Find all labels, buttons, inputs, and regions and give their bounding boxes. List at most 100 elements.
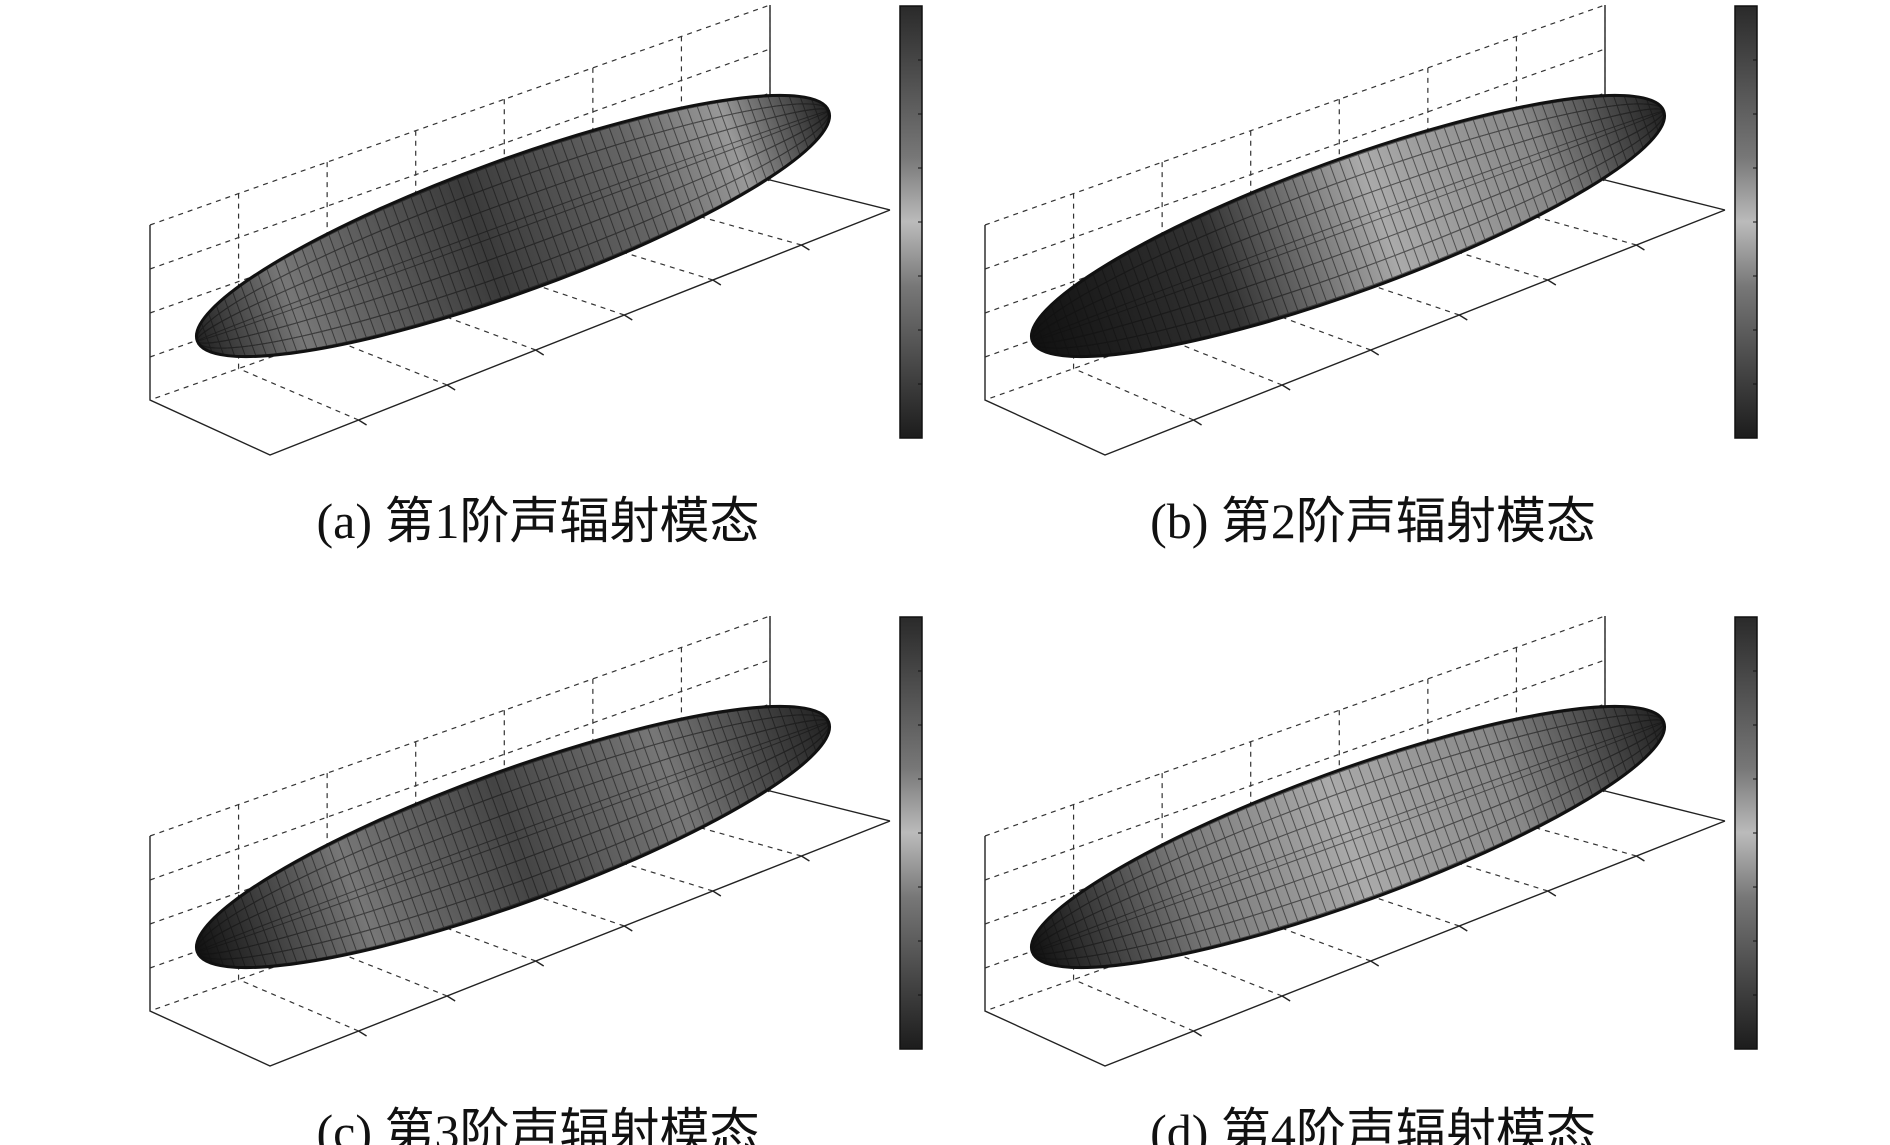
mesh-line — [398, 192, 448, 325]
caption: (b) 第2阶声辐射模态 — [1150, 493, 1596, 549]
tick — [1281, 995, 1291, 1002]
mesh-line — [1280, 175, 1330, 308]
mesh-line — [1346, 762, 1395, 895]
mesh-line — [313, 223, 363, 356]
mesh-line — [652, 100, 701, 233]
mesh-line — [576, 127, 626, 260]
mesh-line — [454, 172, 504, 305]
mesh-line — [1242, 800, 1292, 933]
tick — [801, 855, 810, 862]
mesh-line — [1223, 807, 1273, 940]
mesh-line — [1167, 827, 1217, 960]
tick — [446, 995, 456, 1002]
grid-line — [1339, 884, 1460, 927]
mesh-line — [1383, 138, 1433, 271]
mesh-line — [661, 97, 711, 230]
mesh-line — [276, 848, 326, 981]
tick — [712, 279, 722, 286]
mesh-line — [1148, 834, 1198, 967]
mesh-line — [1148, 223, 1198, 356]
mesh-line — [661, 708, 711, 841]
mesh-line — [398, 803, 448, 936]
mesh-line — [1186, 209, 1236, 342]
caption: (d) 第4阶声辐射模态 — [1150, 1104, 1596, 1145]
mesh-line — [501, 766, 551, 899]
mesh-line — [539, 141, 589, 274]
mesh-line — [370, 203, 420, 336]
mesh-line — [699, 83, 748, 216]
mesh-line — [464, 779, 513, 912]
mesh-line — [370, 814, 420, 947]
mesh-line — [1242, 189, 1292, 322]
mesh-line — [642, 714, 692, 847]
tick — [1193, 419, 1202, 426]
mesh-line — [623, 721, 673, 854]
mesh-line — [511, 762, 560, 895]
mesh-line — [341, 824, 391, 957]
mesh-line — [304, 838, 354, 970]
mesh-line — [1524, 697, 1574, 830]
mesh-line — [360, 206, 410, 339]
mesh-line — [482, 162, 532, 295]
mesh-line — [1364, 756, 1414, 888]
mesh-line — [558, 134, 607, 267]
mesh-line — [1430, 121, 1480, 253]
tick — [1370, 349, 1380, 356]
mesh-line — [1421, 735, 1471, 868]
ellipsoid — [174, 49, 852, 403]
grid-line — [1073, 979, 1194, 1032]
mesh-line — [558, 745, 607, 878]
mesh-line — [388, 807, 438, 940]
mesh-line — [1158, 220, 1208, 353]
tick — [1193, 1030, 1202, 1037]
mesh-line — [435, 790, 485, 923]
mesh-line — [1280, 786, 1330, 919]
mesh-line — [1449, 114, 1499, 247]
mesh-line — [426, 182, 476, 315]
ellipsoid — [1009, 49, 1687, 403]
mesh-line — [1487, 100, 1536, 233]
mesh-line — [351, 820, 401, 953]
mesh-line — [567, 131, 617, 264]
mesh-line — [1195, 817, 1245, 950]
mesh-line — [323, 220, 373, 353]
mesh-line — [1120, 844, 1170, 977]
tick — [358, 1030, 367, 1037]
panel: (b) 第2阶声辐射模态 — [984, 4, 1758, 549]
mesh-line — [295, 841, 344, 974]
mesh-line — [1468, 718, 1518, 851]
mesh-line — [689, 697, 739, 830]
mesh-line — [501, 155, 551, 288]
mesh-line — [652, 711, 701, 844]
mesh-line — [332, 216, 382, 349]
grid-line — [504, 273, 625, 316]
mesh-line — [1139, 227, 1189, 359]
mesh-line — [1496, 708, 1546, 841]
surface-edge — [1029, 704, 1667, 970]
mesh-line — [473, 165, 523, 298]
mesh-line — [1214, 810, 1264, 943]
mesh-line — [1261, 182, 1311, 315]
mesh-line — [417, 797, 466, 929]
mesh-line — [1299, 779, 1348, 912]
mesh-line — [1440, 728, 1489, 861]
grid-line — [326, 336, 448, 386]
tick — [1547, 890, 1557, 897]
tick — [712, 890, 722, 897]
mesh-line — [1299, 168, 1348, 301]
tick — [1281, 384, 1291, 391]
tick — [1636, 855, 1645, 862]
panel: (d) 第4阶声辐射模态 — [984, 615, 1758, 1145]
mesh-line — [520, 759, 570, 892]
caption: (c) 第3阶声辐射模态 — [317, 1104, 760, 1145]
mesh-line — [586, 124, 636, 257]
mesh-line — [1355, 759, 1405, 892]
mesh-line — [332, 827, 382, 960]
mesh-line — [595, 732, 645, 864]
surface-edge — [1029, 93, 1667, 359]
mesh-line — [407, 800, 457, 933]
mesh-line — [576, 738, 626, 871]
mesh-line — [1130, 230, 1179, 363]
mesh-line — [407, 189, 457, 322]
mesh-line — [1252, 186, 1301, 318]
